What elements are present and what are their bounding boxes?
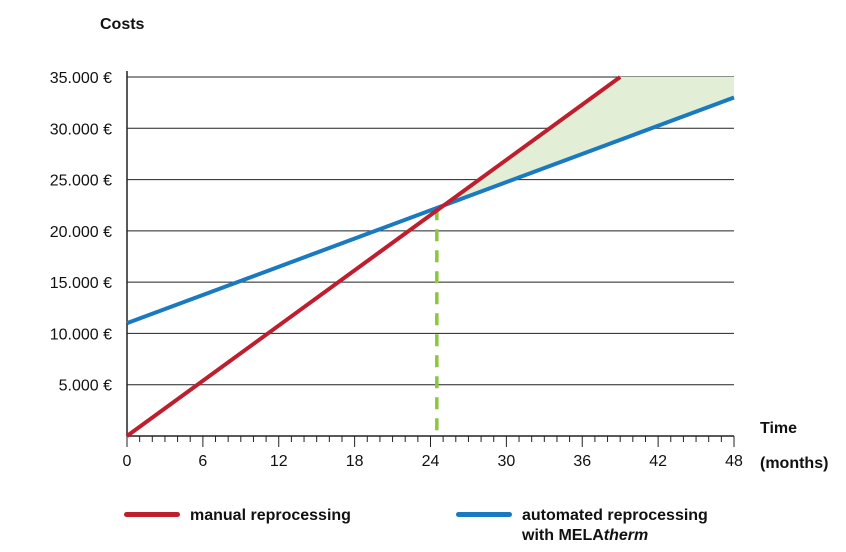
- x-axis-title-line2: (months): [760, 455, 828, 472]
- legend-label-automated-with: with MELA: [522, 527, 604, 544]
- x-axis-title-line1: Time: [760, 420, 797, 437]
- x-tick-label: 0: [123, 453, 132, 470]
- x-tick-label: 30: [497, 453, 515, 470]
- axes: [126, 71, 735, 447]
- y-tick-label: 25.000 €: [50, 173, 112, 190]
- manual-reprocessing-line: [125, 75, 622, 438]
- legend-swatch-automated: [456, 512, 512, 517]
- legend-label-automated: automated reprocessing with MELAtherm: [522, 506, 708, 546]
- y-tick-label: 5.000 €: [59, 378, 112, 395]
- gridlines: [127, 76, 734, 386]
- y-tick-label: 30.000 €: [50, 121, 112, 138]
- tick-labels: 5.000 € 10.000 € 15.000 € 20.000 € 25.000 € 3…: [50, 70, 743, 470]
- y-axis-title: Costs: [100, 16, 145, 33]
- legend-item-manual: manual reprocessing: [124, 506, 351, 526]
- x-tick-label: 12: [270, 453, 288, 470]
- y-tick-label: 15.000 €: [50, 275, 112, 292]
- x-tick-label: 18: [346, 453, 364, 470]
- legend-label-automated-brand: therm: [603, 527, 649, 544]
- y-tick-label: 10.000 €: [50, 326, 112, 343]
- x-tick-label: 48: [725, 453, 743, 470]
- x-tick-label: 6: [198, 453, 207, 470]
- automated-reprocessing-line: [126, 95, 735, 326]
- y-tick-label: 35.000 €: [50, 70, 112, 87]
- savings-area: [436, 77, 734, 208]
- legend-label-automated-line1: automated reprocessing: [522, 507, 708, 524]
- legend-item-automated: automated reprocessing with MELAtherm: [456, 506, 708, 546]
- legend-label-automated-line2: with MELAtherm: [522, 526, 708, 546]
- legend-label-manual: manual reprocessing: [190, 507, 351, 524]
- series-lines: [125, 75, 735, 438]
- x-tick-label: 24: [422, 453, 440, 470]
- legend-swatch-manual: [124, 512, 180, 517]
- y-tick-label: 20.000 €: [50, 224, 112, 241]
- x-tick-label: 42: [649, 453, 667, 470]
- x-tick-label: 36: [573, 453, 591, 470]
- cost-chart: 5.000 € 10.000 € 15.000 € 20.000 € 25.000 € 3…: [50, 16, 829, 472]
